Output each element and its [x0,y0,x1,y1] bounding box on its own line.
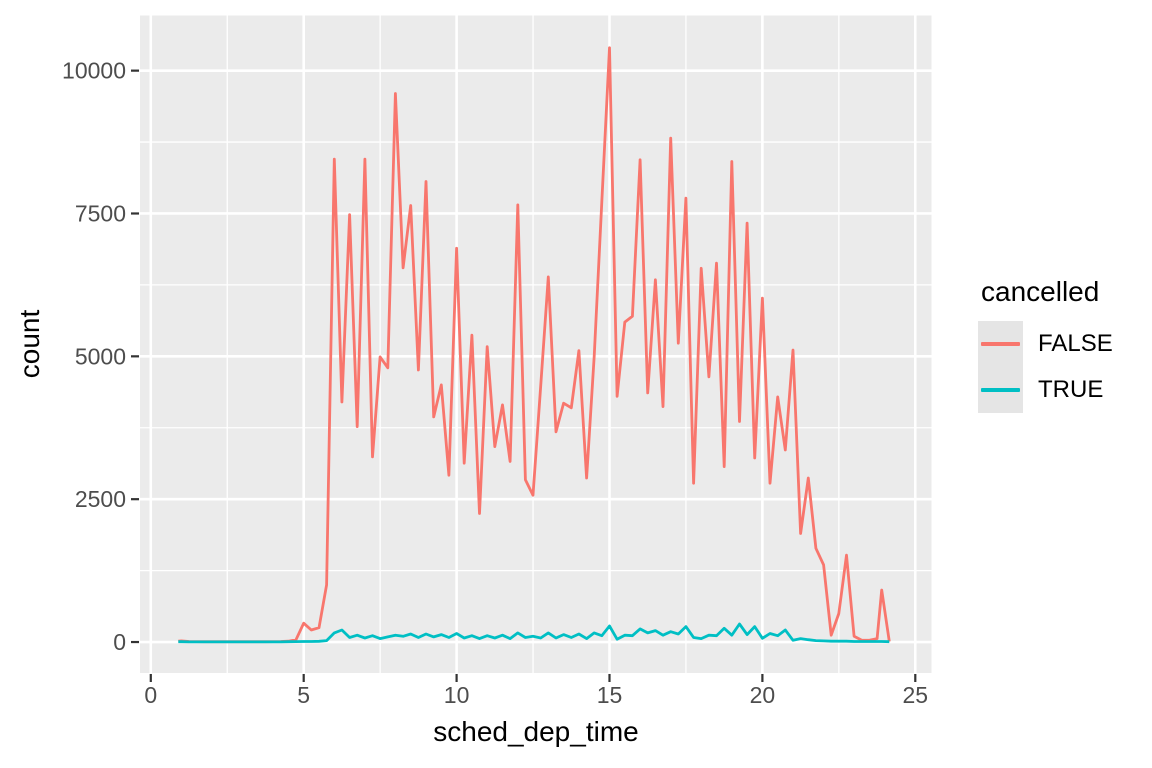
legend-label-false: FALSE [1038,330,1113,357]
legend: cancelled FALSE TRUE [978,276,1113,413]
plot-panel [140,15,932,673]
legend-key-true [978,367,1023,413]
x-axis-title: sched_dep_time [433,716,639,747]
y-tick-label: 10000 [62,58,126,84]
x-tick-label: 10 [444,682,470,708]
x-tick-label: 0 [144,682,157,708]
x-tick-label: 5 [297,682,310,708]
x-tick-label: 25 [902,682,928,708]
legend-title: cancelled [981,276,1100,307]
series-line-true [178,622,890,644]
x-tick-label: 15 [597,682,623,708]
legend-item-true: TRUE [978,367,1113,413]
y-tick-label: 0 [113,629,126,655]
y-tick-label: 5000 [75,343,126,369]
y-axis-title: count [14,309,45,379]
series-line-false [178,46,891,644]
legend-item-false: FALSE [978,321,1113,367]
legend-label-true: TRUE [1038,376,1104,403]
legend-key-false [978,321,1023,367]
x-tick-label: 20 [750,682,776,708]
y-tick-label: 7500 [75,200,126,226]
legend-line-swatch-false [981,342,1020,346]
y-tick-label: 2500 [75,486,126,512]
legend-line-swatch-true [981,388,1020,392]
